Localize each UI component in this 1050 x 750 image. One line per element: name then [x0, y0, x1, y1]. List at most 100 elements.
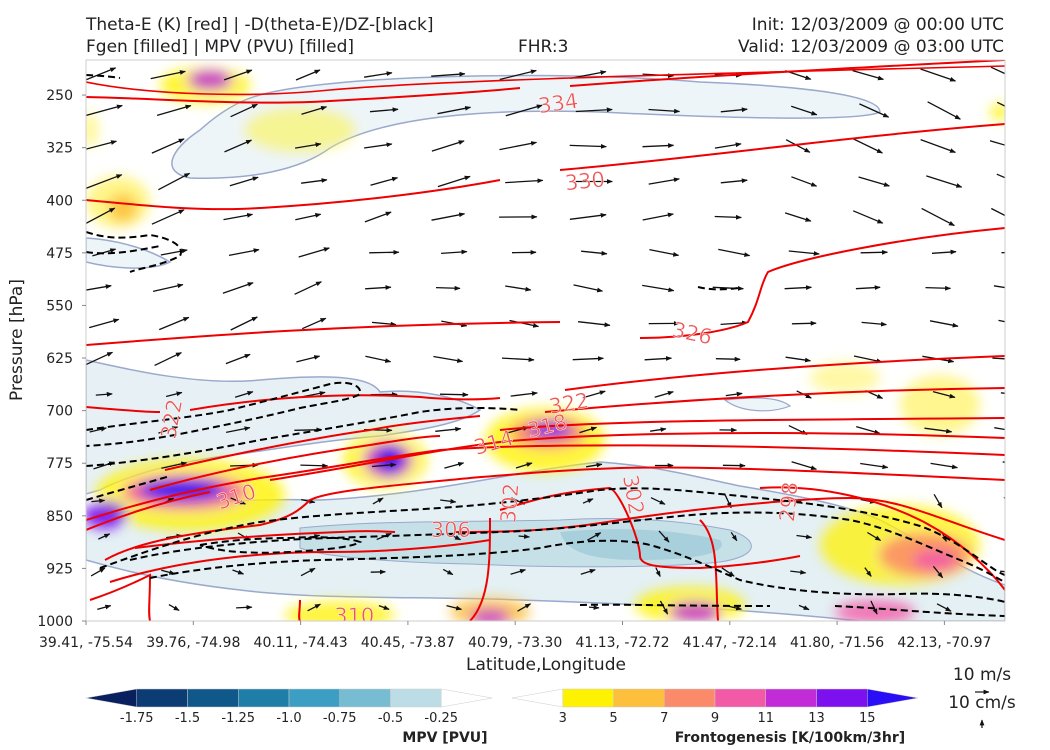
wind-vector: [861, 321, 887, 327]
mpv-region-left: [86, 237, 172, 269]
fgen-colorbar-swatch: [765, 688, 817, 708]
wind-vector: [151, 138, 185, 154]
fgen-colorbar-swatch: [562, 688, 614, 708]
wind-vector: [300, 567, 316, 577]
wind-vector: [435, 285, 461, 291]
mpv-colorbar-swatch: [238, 688, 290, 708]
wind-vector: [222, 282, 254, 294]
wind-vector: [156, 104, 192, 117]
wind-vector: [856, 425, 881, 435]
fgen-colorbar-swatch: [511, 688, 563, 708]
wind-vector: [224, 139, 253, 153]
wind-vector: [1007, 534, 1021, 539]
wind-vector: [441, 249, 468, 255]
wind-vector: [98, 533, 111, 540]
theta-e-contour-label: 310: [334, 604, 374, 628]
wind-vector: [364, 211, 392, 223]
theta-e-314: [149, 417, 1005, 491]
wind-vector: [582, 498, 594, 504]
wind-vector: [301, 317, 327, 330]
fgen-blob-right-upper: [990, 104, 1005, 120]
theta-e-330: [86, 123, 1005, 211]
wind-vector: [95, 391, 113, 397]
dtdz-low2: [99, 487, 1005, 576]
wind-vector: [585, 462, 603, 468]
dtdz-bottom: [579, 603, 1005, 617]
dtdz-upper-left: [86, 231, 182, 273]
wind-vector: [790, 105, 818, 116]
wind-vector: [301, 178, 328, 184]
dtdz-small: [697, 286, 739, 291]
wind-vector: [295, 69, 321, 81]
wind-vector: [649, 248, 680, 257]
wind-vector: [442, 568, 454, 576]
wind-vector: [517, 603, 532, 612]
dtdz-upper-left2: [86, 245, 161, 255]
mpv-colorbar-swatch: [390, 688, 442, 708]
theta-e-298: [699, 519, 719, 621]
wind-vector: [510, 391, 538, 397]
y-axis-label: Pressure [hPa]: [7, 279, 27, 401]
fgen-blob-b-core: [140, 480, 224, 500]
wind-vector: [364, 142, 393, 149]
fgen-blob-c: [86, 501, 127, 529]
fgen-blob-left-upper: [86, 112, 98, 148]
wind-vector: [578, 321, 611, 328]
wind-vector: [510, 569, 526, 575]
wind-vector: [586, 532, 602, 541]
mpv-region-right: [723, 397, 792, 412]
theta-e-contour-label: 334: [537, 89, 580, 118]
wind-vector: [994, 427, 1005, 431]
theta-e-310c: [89, 573, 152, 621]
vector-key-horizontal: 10 m/s: [953, 665, 1011, 685]
wind-vector: [161, 461, 188, 469]
wind-vector: [307, 603, 321, 612]
wind-vector: [784, 285, 812, 290]
wind-vector: [230, 103, 258, 118]
dtdz-low1: [86, 475, 171, 501]
mpv-colorbar-tick-label: -1.75: [120, 711, 154, 726]
title-line-1: Theta-E (K) [red] | -D(theta-E)/DZ-[blac…: [86, 15, 434, 35]
wind-vector: [1008, 607, 1019, 609]
fgen-colorbar-tick-label: 15: [859, 711, 876, 726]
fgen-colorbar-swatch: [613, 688, 665, 708]
wind-vector: [296, 355, 321, 363]
wind-vector: [933, 493, 943, 509]
x-axis-label: Latitude,Longitude: [466, 655, 626, 675]
dtdz-low4: [149, 539, 1005, 603]
theta-e-322: [86, 355, 1005, 413]
wind-vector: [569, 144, 607, 149]
wind-vector: [927, 101, 961, 120]
wind-vector: [650, 427, 667, 432]
dtdz-mid2: [86, 407, 521, 467]
wind-vector: [658, 530, 670, 543]
wind-vector: [371, 321, 397, 327]
wind-vector: [926, 175, 963, 188]
wind-vector: [650, 497, 666, 505]
mpv-colorbar-swatch: [339, 688, 391, 708]
wind-vector: [431, 140, 465, 152]
theta-e-contour-label: 310: [213, 479, 259, 514]
fgen-colorbar-tick-label: 3: [559, 711, 567, 726]
theta-e-contour-label: 302: [618, 473, 649, 517]
wind-vector: [718, 248, 751, 257]
theta-e-contour-label: 302: [496, 482, 523, 524]
wind-vector: [715, 356, 741, 362]
wind-vector: [730, 531, 738, 542]
wind-vector: [365, 285, 392, 290]
fgen-colorbar: 3 5 7 9 11 13 15 Frontogenesis [K/100km/3hr]: [511, 688, 919, 746]
theta-e-310d: [298, 599, 301, 621]
wind-vector: [151, 209, 185, 225]
wind-vector: [1002, 461, 1005, 464]
wind-vector: [440, 498, 457, 504]
theta-e-contours: [86, 60, 1005, 621]
wind-vector: [996, 173, 1005, 179]
wind-vector: [858, 176, 890, 187]
wind-vector: [720, 107, 748, 113]
wind-vector: [579, 426, 598, 434]
wind-vector: [721, 567, 735, 577]
axes: 250 325 400 475 550 625 700 775 850 925 1000 39.41…: [7, 59, 1006, 675]
init-time: Init: 12/03/2009 @ 00:00 UTC: [751, 15, 1004, 35]
fgen-blob-left-core: [109, 194, 137, 222]
